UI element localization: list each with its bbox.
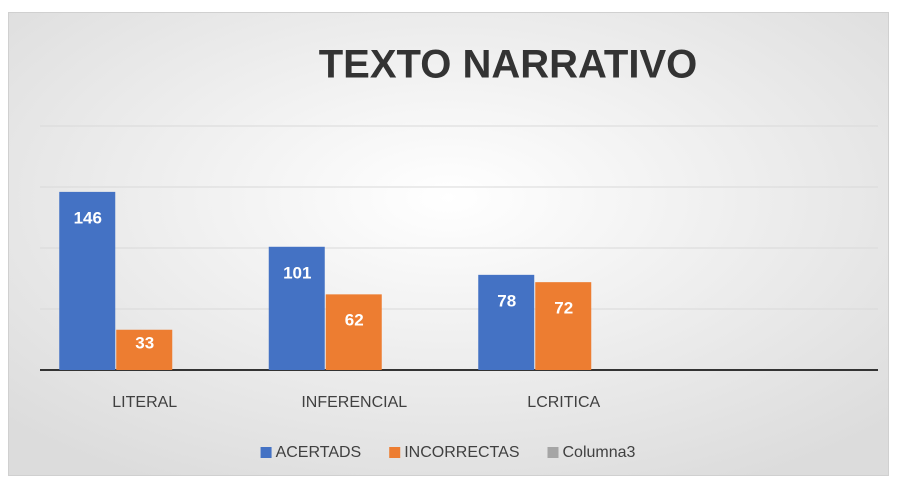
- data-label: 33: [135, 333, 154, 352]
- legend-label: Columna3: [562, 444, 635, 461]
- x-tick-label: LCRITICA: [527, 394, 600, 411]
- legend-swatch: [547, 447, 559, 458]
- bar: [478, 274, 535, 370]
- legend-label: INCORRECTAS: [404, 444, 519, 461]
- data-label: 62: [345, 310, 364, 329]
- x-tick-label: LITERAL: [112, 394, 177, 411]
- chart-area: [8, 12, 889, 476]
- bar: [268, 246, 325, 370]
- bar: [535, 282, 592, 370]
- chart-title: TEXTO NARRATIVO: [319, 43, 698, 87]
- data-label: 101: [283, 263, 311, 282]
- x-tick-label: INFERENCIAL: [301, 394, 407, 411]
- data-label: 146: [74, 208, 102, 227]
- bar: [59, 191, 116, 370]
- legend-swatch: [260, 447, 272, 458]
- legend-swatch: [389, 447, 401, 458]
- legend-label: ACERTADS: [276, 444, 362, 461]
- data-label: 72: [554, 299, 573, 318]
- data-label: 78: [497, 291, 516, 310]
- bar: [325, 294, 382, 370]
- bar: [116, 329, 173, 370]
